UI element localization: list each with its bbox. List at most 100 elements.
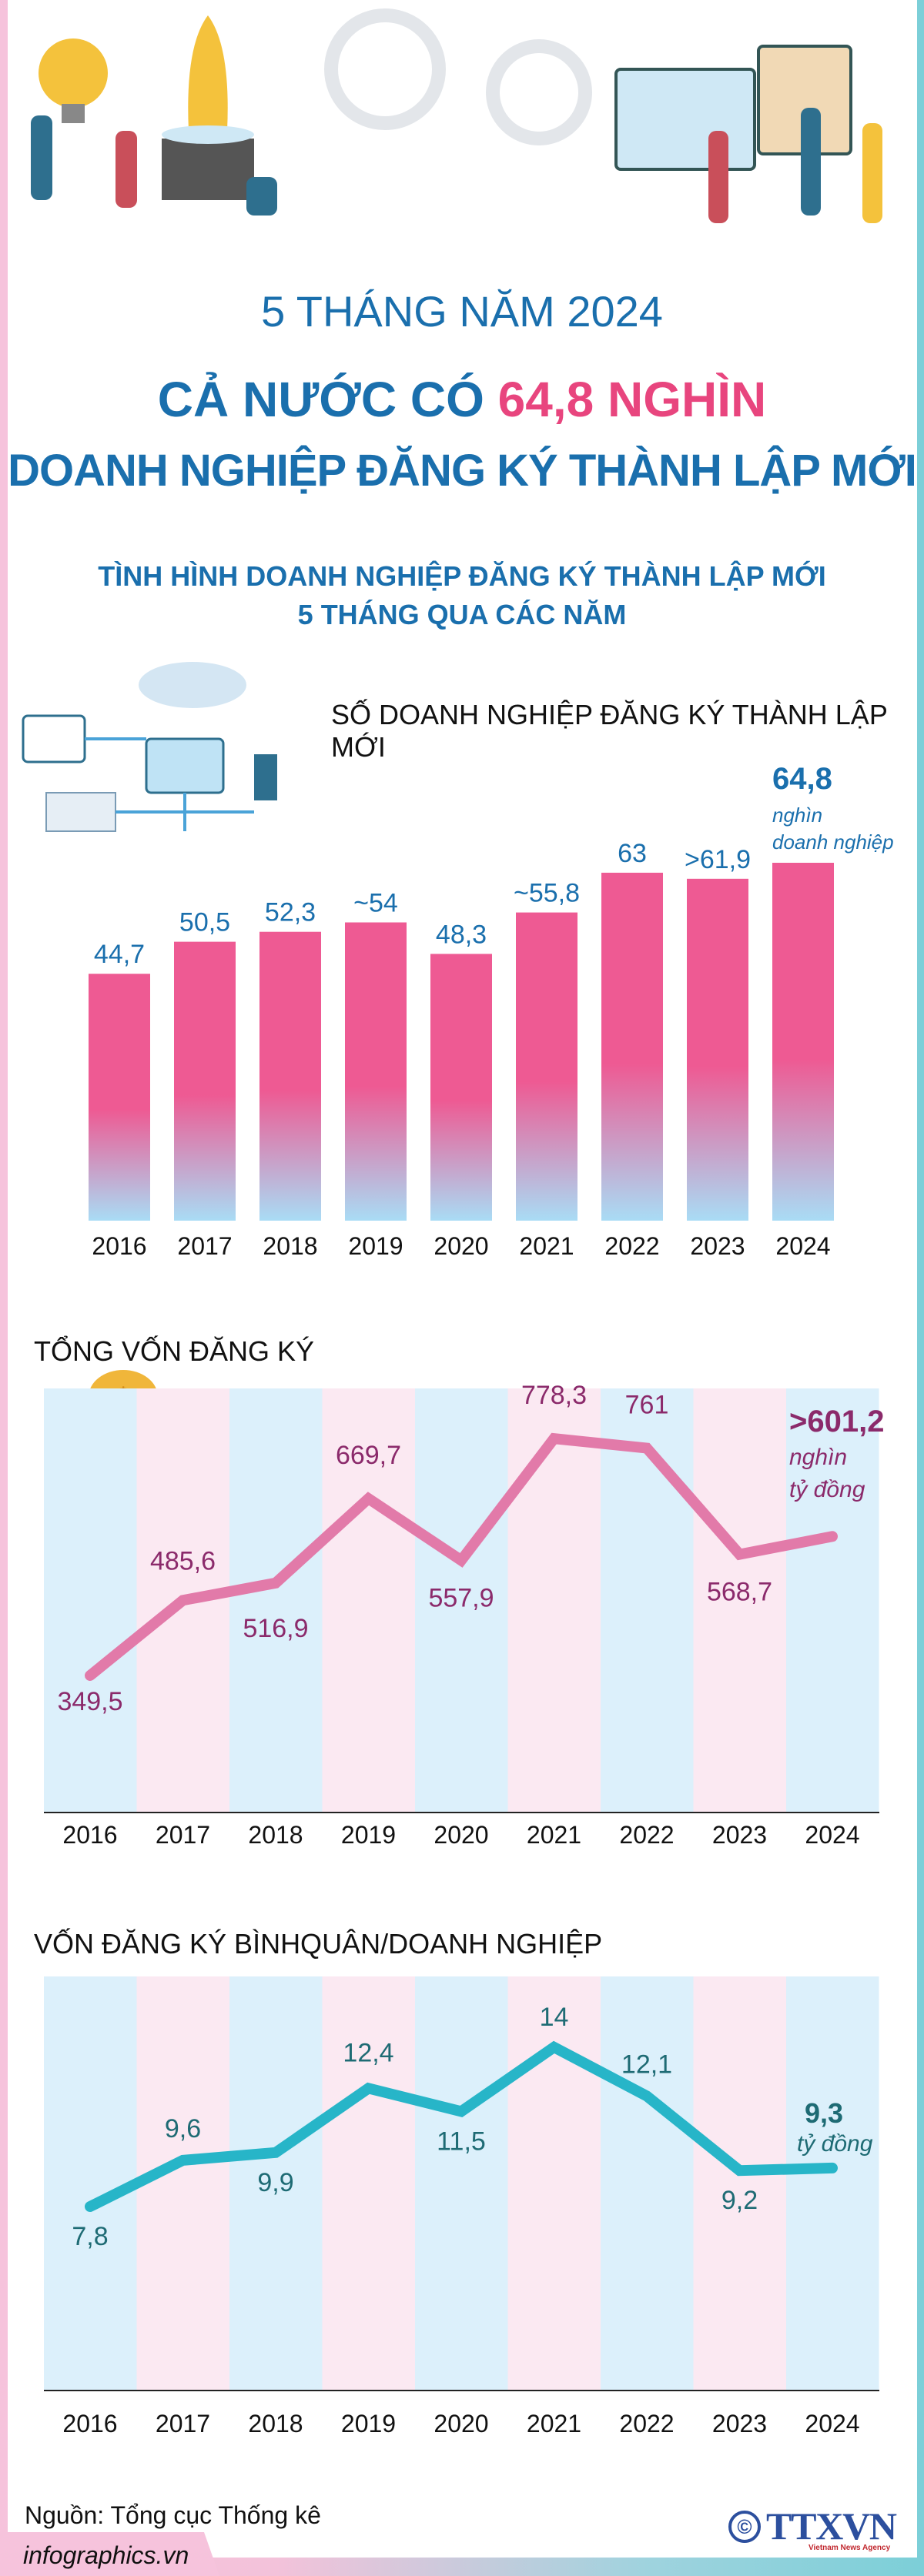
x-tick-label: 2019 xyxy=(341,2410,396,2437)
column-band xyxy=(507,1976,601,2391)
x-tick-label: 2023 xyxy=(690,1232,745,1260)
data-point-2023 xyxy=(736,1551,743,1558)
x-tick-label: 2024 xyxy=(805,2410,859,2437)
x-tick-label: 2022 xyxy=(619,2410,674,2437)
section-subtitle: TÌNH HÌNH DOANH NGHIỆP ĐĂNG KÝ THÀNH LẬP… xyxy=(98,560,826,592)
unit-label: tỷ đồng xyxy=(797,2131,873,2157)
x-tick-label: 2021 xyxy=(527,1821,581,1849)
data-point-2018 xyxy=(273,1579,279,1586)
data-point-2019 xyxy=(365,1495,372,1502)
highlight-value: 9,3 xyxy=(805,2097,843,2129)
header-illustration xyxy=(31,8,882,223)
highlight-value: >601,2 xyxy=(789,1405,884,1438)
page-title-headline: CẢ NƯỚC CÓ 64,8 NGHÌN xyxy=(0,371,924,428)
data-point-2020 xyxy=(458,2108,464,2115)
data-label: 11,5 xyxy=(437,2127,486,2156)
data-label: 778,3 xyxy=(521,1381,587,1410)
bar-value-label-highlight: 64,8 xyxy=(772,762,832,796)
column-band xyxy=(229,1388,323,1813)
logo-text: TTXVN xyxy=(766,2505,897,2548)
lightbulb-icon xyxy=(38,38,108,123)
bar-2019 xyxy=(345,922,407,1221)
x-tick-label: 2020 xyxy=(434,1232,488,1260)
column-band xyxy=(322,1976,415,2391)
x-tick-label: 2023 xyxy=(712,1821,767,1849)
data-point-2019 xyxy=(365,2085,372,2092)
column-band xyxy=(601,1388,694,1813)
bar-value-label: 44,7 xyxy=(94,940,145,969)
data-point-2022 xyxy=(644,1445,650,1452)
x-tick-label: 2018 xyxy=(248,1821,303,1849)
data-point-2024 xyxy=(829,1533,835,1540)
column-band xyxy=(136,1976,229,2391)
bar-2024 xyxy=(772,863,834,1221)
bar-2023 xyxy=(687,878,748,1221)
data-point-2023 xyxy=(736,2167,743,2174)
bar-2021 xyxy=(516,912,578,1221)
bar-2018 xyxy=(259,931,321,1221)
x-tick-label: 2018 xyxy=(263,1232,317,1260)
source-note: Nguồn: Tổng cục Thống kê xyxy=(25,2501,321,2529)
page-title-subject: DOANH NGHIỆP ĐĂNG KÝ THÀNH LẬP MỚI xyxy=(8,446,917,496)
x-tick-label: 2021 xyxy=(519,1232,574,1260)
x-tick-label: 2016 xyxy=(62,1821,117,1849)
line-chart-2-title: VỐN ĐĂNG KÝ BÌNHQUÂN/DOANH NGHIỆP xyxy=(34,1928,603,1960)
x-tick-label: 2024 xyxy=(775,1232,830,1260)
bar-2022 xyxy=(601,872,663,1221)
column-band xyxy=(44,1976,137,2391)
data-point-2018 xyxy=(273,2149,279,2156)
data-label: 12,1 xyxy=(621,2050,672,2079)
data-point-2017 xyxy=(179,2157,186,2163)
column-band xyxy=(322,1388,415,1813)
people-illustration xyxy=(31,115,277,216)
site-link[interactable]: infographics.vn xyxy=(23,2541,189,2569)
bar-chart-title: SỐ DOANH NGHIỆP ĐĂNG KÝ THÀNH LẬP MỚI xyxy=(331,699,888,763)
data-label: 349,5 xyxy=(57,1687,122,1716)
bar-value-label: ~55,8 xyxy=(514,879,580,908)
bar-value-label: 63 xyxy=(618,839,647,868)
section-subtitle-2: 5 THÁNG QUA CÁC NĂM xyxy=(297,599,627,630)
data-point-2022 xyxy=(644,2093,650,2100)
x-tick-label: 2017 xyxy=(156,2410,210,2437)
unit-label: nghìn xyxy=(772,804,822,827)
data-point-2021 xyxy=(551,1435,557,1442)
data-point-2017 xyxy=(179,1597,186,1604)
x-tick-label: 2024 xyxy=(805,1821,859,1849)
data-label: 516,9 xyxy=(243,1614,308,1643)
column-band xyxy=(44,1388,137,1813)
data-label: 568,7 xyxy=(707,1578,772,1607)
unit-label: nghìn xyxy=(789,1445,847,1470)
column-band xyxy=(601,1976,694,2391)
bar-2016 xyxy=(89,974,150,1221)
x-tick-label: 2017 xyxy=(177,1232,232,1260)
x-tick-label: 2017 xyxy=(156,1821,210,1849)
bar-value-label: ~54 xyxy=(353,889,398,918)
column-band xyxy=(507,1388,601,1813)
data-label: 669,7 xyxy=(336,1441,401,1470)
bar-value-label: >61,9 xyxy=(685,845,751,874)
column-band xyxy=(693,1976,786,2391)
data-label: 557,9 xyxy=(428,1583,494,1612)
bar-value-label: 50,5 xyxy=(179,908,230,937)
data-point-2021 xyxy=(551,2043,557,2050)
data-point-2016 xyxy=(87,1672,93,1679)
column-band xyxy=(229,1976,323,2391)
x-tick-label: 2020 xyxy=(434,1821,488,1849)
unit-label: tỷ đồng xyxy=(789,1477,865,1502)
column-band xyxy=(693,1388,786,1813)
data-point-2024 xyxy=(829,2164,835,2171)
x-tick-label: 2016 xyxy=(92,1232,146,1260)
ttxvn-logo: © TTXVN Vietnam News Agency xyxy=(728,2504,901,2552)
x-tick-label: 2016 xyxy=(62,2410,117,2437)
bar-2017 xyxy=(174,941,236,1221)
column-band xyxy=(786,1976,879,2391)
data-point-2016 xyxy=(87,2203,93,2210)
headline-highlight: 64,8 NGHÌN xyxy=(497,372,767,427)
right-border xyxy=(917,0,924,2576)
left-border xyxy=(0,0,8,2576)
web-design-icon xyxy=(614,45,882,223)
x-tick-label: 2023 xyxy=(712,2410,767,2437)
data-label: 14 xyxy=(540,2003,569,2032)
footer-tab xyxy=(0,2532,219,2576)
